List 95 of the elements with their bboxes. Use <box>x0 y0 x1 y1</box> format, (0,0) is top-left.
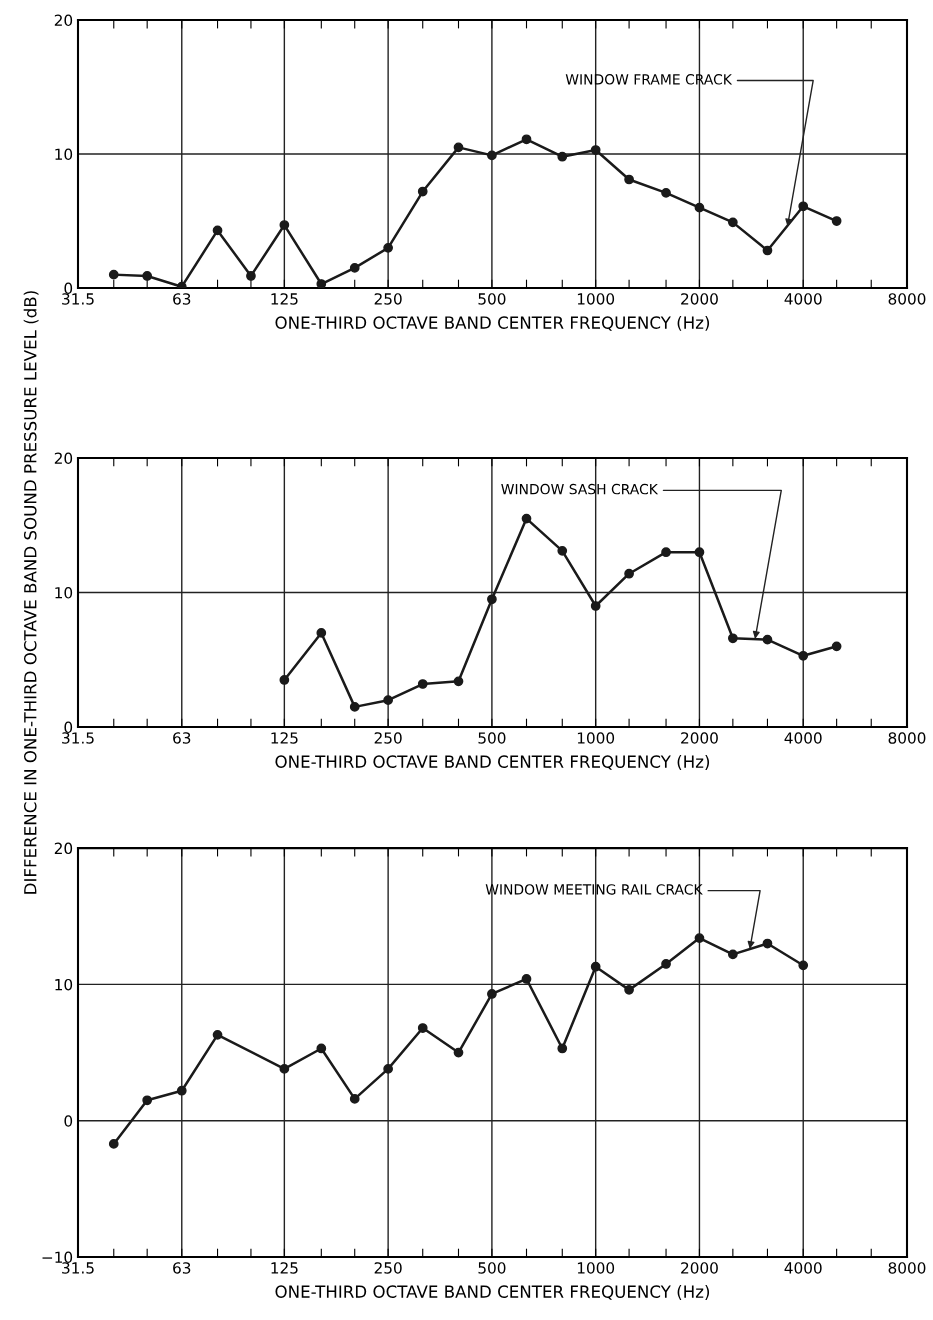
x-tick-label: 31.5 <box>62 732 94 744</box>
point <box>831 641 842 652</box>
point <box>762 938 773 949</box>
y-axis-title: DIFFERENCE IN ONE-THIRD OCTAVE BAND SOUND PRESSURE LEVEL (dB) <box>23 291 39 894</box>
point <box>661 547 671 558</box>
point <box>487 594 497 605</box>
x-tick-label: 125 <box>271 732 298 744</box>
point <box>453 1047 464 1058</box>
x-tick-label: 2000 <box>681 293 718 305</box>
x-tick-label: 250 <box>374 732 402 744</box>
point <box>487 150 497 161</box>
point <box>176 281 187 289</box>
point <box>798 650 809 661</box>
y-tick-label: 20 <box>54 842 73 855</box>
point <box>590 145 601 155</box>
point <box>316 628 327 638</box>
point <box>762 634 773 645</box>
point <box>279 220 290 230</box>
x-tick-label: 8000 <box>888 1262 926 1274</box>
point <box>279 1064 290 1074</box>
point <box>557 1043 568 1054</box>
x-tick-label: 2000 <box>681 732 718 744</box>
x-tick-label: 500 <box>478 293 506 305</box>
x-tick-label: 1000 <box>577 732 615 744</box>
x-axis-title: ONE-THIRD OCTAVE BAND CENTER FREQUENCY (Hz) <box>275 755 710 770</box>
point <box>108 269 119 280</box>
x-tick-label: 8000 <box>888 732 926 744</box>
point <box>521 134 532 145</box>
point <box>624 985 634 995</box>
y-tick-label: 0 <box>64 282 73 295</box>
point <box>694 547 705 558</box>
point <box>417 1023 428 1033</box>
point <box>246 271 256 281</box>
x-tick-label: 1000 <box>577 293 615 305</box>
point <box>453 142 464 153</box>
point <box>694 933 705 943</box>
point <box>453 676 464 687</box>
x-tick-label: 2000 <box>681 1262 718 1274</box>
point <box>212 225 223 236</box>
x-tick-label: 500 <box>478 1262 506 1274</box>
x-tick-label: 500 <box>478 732 506 744</box>
y-tick-label: 10 <box>55 978 73 991</box>
x-tick-label: 4000 <box>784 293 822 305</box>
point <box>727 633 738 644</box>
point <box>487 989 497 999</box>
x-tick-label: 63 <box>173 293 191 305</box>
point <box>349 702 360 712</box>
point <box>624 174 634 185</box>
x-tick-label: 250 <box>374 1262 402 1274</box>
point <box>727 217 738 228</box>
point <box>661 959 671 969</box>
point <box>831 216 842 226</box>
x-tick-label: 31.5 <box>62 1262 94 1274</box>
x-axis-title: ONE-THIRD OCTAVE BAND CENTER FREQUENCY (Hz) <box>275 316 710 331</box>
x-tick-label: 4000 <box>784 732 822 744</box>
point <box>349 1094 360 1104</box>
y-tick-label: −10 <box>42 1251 73 1264</box>
x-tick-label: 31.5 <box>62 293 94 305</box>
x-tick-label: 125 <box>271 1262 298 1274</box>
point <box>521 513 532 524</box>
point <box>798 201 809 212</box>
x-tick-label: 125 <box>271 293 298 305</box>
point <box>279 675 290 685</box>
y-tick-label: 0 <box>64 721 73 734</box>
point <box>417 186 428 197</box>
point <box>383 242 393 253</box>
x-tick-label: 4000 <box>784 1262 822 1274</box>
point <box>557 545 568 556</box>
point <box>557 151 568 162</box>
y-tick-label: 10 <box>55 148 73 161</box>
y-tick-label: 20 <box>54 14 73 27</box>
point <box>727 949 738 960</box>
x-tick-label: 8000 <box>888 293 926 305</box>
point <box>624 568 634 579</box>
x-tick-label: 63 <box>173 1262 191 1274</box>
x-tick-label: 63 <box>173 732 191 744</box>
point <box>762 245 773 256</box>
point <box>316 279 327 289</box>
point <box>590 601 601 611</box>
point <box>383 695 393 706</box>
x-tick-label: 1000 <box>577 1262 615 1274</box>
point <box>798 960 809 971</box>
x-tick-label: 250 <box>374 293 402 305</box>
point <box>590 961 601 972</box>
point <box>694 202 705 213</box>
y-tick-label: 20 <box>54 452 73 465</box>
point <box>349 263 360 273</box>
y-tick-label: 10 <box>55 587 73 599</box>
point <box>417 679 428 689</box>
point <box>521 974 532 984</box>
point <box>383 1064 393 1074</box>
y-tick-label: 0 <box>64 1115 73 1127</box>
x-axis-title: ONE-THIRD OCTAVE BAND CENTER FREQUENCY (Hz) <box>275 1285 710 1300</box>
point <box>661 188 671 198</box>
point <box>142 271 153 281</box>
